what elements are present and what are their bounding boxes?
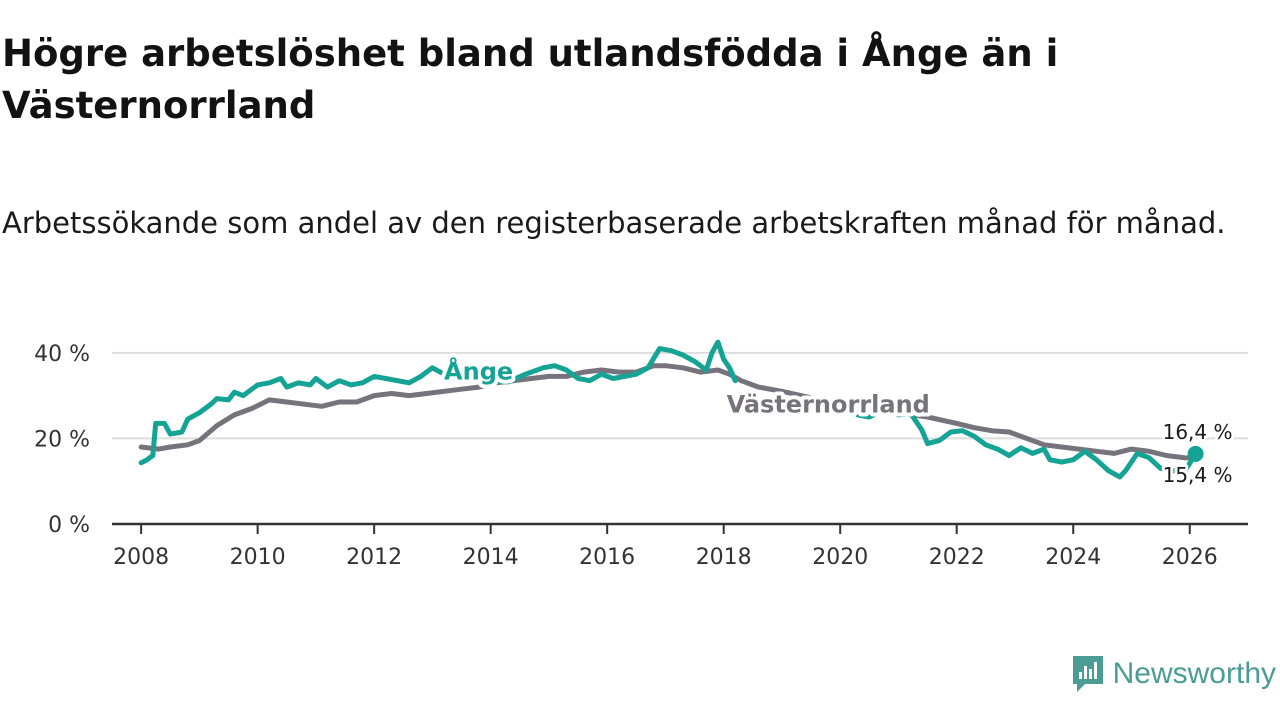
series-label-vasternorrland-halo: Västernorrland (727, 391, 930, 419)
x-tick-label: 2014 (463, 545, 519, 570)
x-tick-label: 2024 (1045, 545, 1101, 570)
newsworthy-logo: Newsworthy (1071, 654, 1276, 694)
x-tick-label: 2018 (696, 545, 752, 570)
series-label-ange-halo: Ånge (444, 356, 513, 385)
end-label-ange-halo: 16,4 % (1163, 420, 1233, 444)
x-tick-label: 2022 (929, 545, 985, 570)
x-tick-label: 2026 (1162, 545, 1218, 570)
newsworthy-logo-icon (1072, 656, 1103, 692)
axis-layer: 0 % 20 % 40 % 2008 2010 2012 2014 2016 2018 2020 2… (34, 342, 1248, 570)
series-line-ange (855, 406, 1199, 480)
y-tick-label: 20 % (34, 427, 90, 452)
series-label-vasternorrland: Västernorrland (727, 391, 930, 419)
series-label-ange: Ånge (444, 356, 513, 385)
end-label-vasternorrland-halo: 15,4 % (1163, 463, 1233, 487)
end-label-ange: 16,4 % (1163, 420, 1233, 444)
newsworthy-logo-text: Newsworthy (1112, 657, 1276, 690)
y-tick-label: 0 % (48, 513, 90, 538)
y-tick-label: 40 % (34, 342, 90, 367)
x-tick-label: 2020 (812, 545, 868, 570)
series-end-point-ange (1187, 445, 1204, 462)
x-tick-label: 2016 (579, 545, 635, 570)
chart-subtitle: Arbetssökande som andel av den registerb… (2, 206, 1226, 240)
series-layer (138, 339, 1204, 480)
x-tick-label: 2010 (230, 545, 286, 570)
end-label-vasternorrland: 15,4 % (1163, 463, 1233, 487)
chart-title: Högre arbetslöshet bland utlandsfödda i … (2, 32, 1059, 127)
series-line-ange (138, 339, 738, 466)
label-layer: ÅngeÅngeVästernorrlandVästernorrland16,4… (440, 352, 1235, 490)
x-tick-label: 2012 (346, 545, 402, 570)
series-line-vasternorrland (138, 363, 1199, 461)
x-tick-label: 2008 (113, 545, 169, 570)
